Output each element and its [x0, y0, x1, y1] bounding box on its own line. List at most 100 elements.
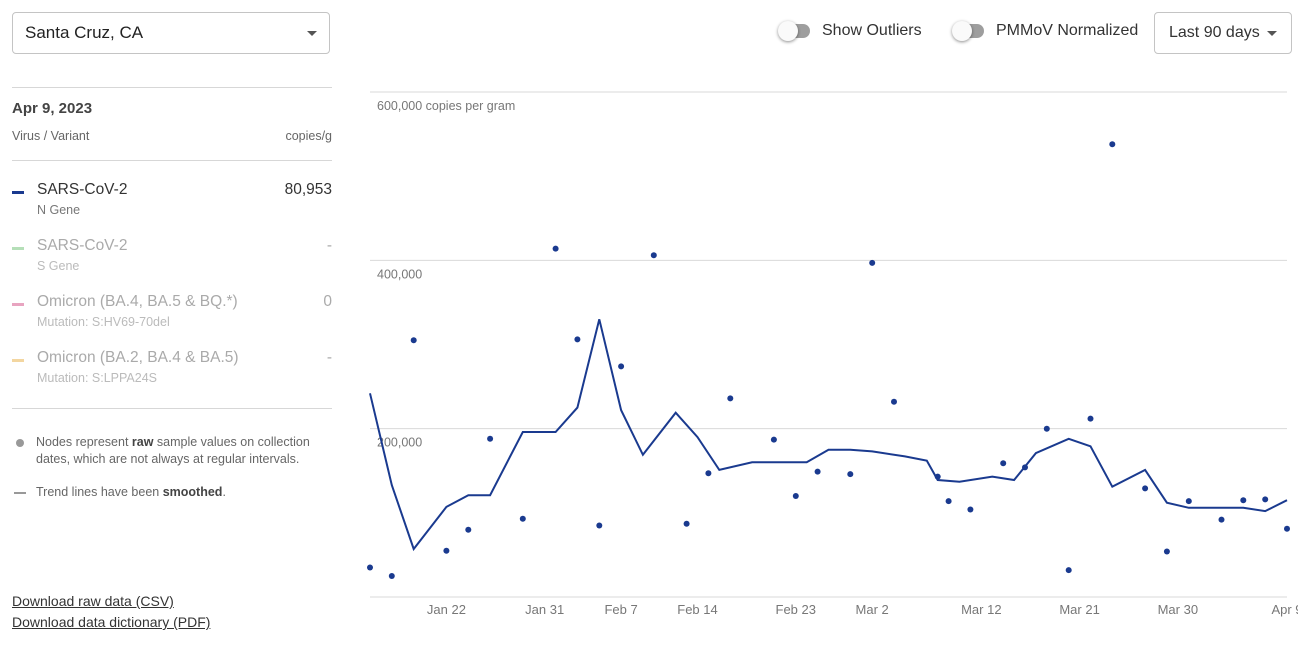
y-tick-label: 600,000 copies per gram: [377, 99, 515, 113]
data-point: [574, 336, 581, 343]
data-point: [814, 468, 821, 475]
legend: SARS-CoV-2 N Gene 80,953 SARS-CoV-2 S Ge…: [12, 161, 332, 408]
data-point: [650, 252, 657, 259]
legend-item-name: Omicron (BA.2, BA.4 & BA.5): [37, 349, 239, 366]
note-text: .: [222, 485, 226, 499]
x-tick-label: Apr 9: [1271, 602, 1298, 617]
chevron-down-icon: [307, 30, 317, 36]
legend-item-s-gene[interactable]: SARS-CoV-2 S Gene -: [12, 237, 332, 293]
data-point: [945, 498, 952, 505]
data-point: [1218, 516, 1225, 523]
data-point: [1142, 485, 1149, 492]
legend-item-value: -: [326, 349, 332, 366]
x-tick-label: Mar 30: [1158, 602, 1198, 617]
note-text: sample values on collection dates, which…: [36, 435, 310, 466]
note-bold: raw: [131, 435, 154, 449]
time-range-value: Last 90 days: [1169, 24, 1260, 41]
x-tick-label: Jan 22: [427, 602, 466, 617]
data-point: [1065, 567, 1072, 574]
divider: [12, 160, 332, 161]
data-point: [596, 522, 603, 529]
legend-item-n-gene[interactable]: SARS-CoV-2 N Gene 80,953: [12, 181, 332, 237]
legend-item-name: SARS-CoV-2: [37, 237, 128, 254]
data-point: [1163, 548, 1170, 555]
show-outliers-label: Show Outliers: [822, 22, 922, 39]
data-point: [465, 526, 472, 533]
x-tick-label: Jan 31: [525, 602, 564, 617]
x-tick-label: Feb 14: [677, 602, 717, 617]
note-text: Trend lines have been: [36, 485, 163, 499]
line-icon: [14, 492, 26, 494]
legend-swatch: [12, 247, 24, 250]
data-point: [1109, 141, 1116, 148]
x-tick-label: Feb 23: [776, 602, 816, 617]
x-tick-label: Feb 7: [604, 602, 637, 617]
legend-swatch: [12, 359, 24, 362]
legend-item-sub: Mutation: S:LPPA24S: [37, 371, 157, 385]
data-point: [934, 473, 941, 480]
x-tick-label: Mar 2: [856, 602, 889, 617]
legend-header: Virus / Variant copies/g: [12, 129, 332, 143]
note-text: Nodes represent: [36, 435, 132, 449]
data-point: [683, 520, 690, 527]
legend-item-omicron-ba4-ba5-bq[interactable]: Omicron (BA.4, BA.5 & BQ.*) Mutation: S:…: [12, 293, 332, 349]
selected-date: Apr 9, 2023: [12, 100, 93, 117]
divider: [12, 87, 332, 88]
data-point: [1087, 415, 1094, 422]
data-point: [705, 470, 712, 477]
virus-variant-header: Virus / Variant: [12, 129, 90, 143]
note-trend: Trend lines have been smoothed.: [12, 484, 332, 501]
legend-item-sub: N Gene: [37, 203, 81, 217]
data-point: [1000, 460, 1007, 467]
toggle-switch-icon[interactable]: [778, 21, 810, 41]
legend-swatch: [12, 303, 24, 306]
data-point: [770, 436, 777, 443]
legend-item-name: Omicron (BA.4, BA.5 & BQ.*): [37, 293, 238, 310]
pmmov-normalized-toggle[interactable]: PMMoV Normalized: [952, 21, 1139, 41]
trend-line: [369, 319, 1288, 552]
data-point: [792, 493, 799, 499]
download-pdf-link[interactable]: Download data dictionary (PDF): [12, 614, 211, 630]
data-point: [869, 259, 876, 266]
legend-item-sub: S Gene: [37, 259, 80, 273]
data-point: [519, 515, 526, 522]
data-point: [552, 245, 559, 252]
data-point: [1240, 497, 1247, 504]
note-nodes: Nodes represent raw sample values on col…: [12, 434, 332, 468]
dot-icon: [16, 439, 24, 447]
x-tick-label: Mar 12: [961, 602, 1001, 617]
data-point: [618, 363, 625, 370]
location-select[interactable]: Santa Cruz, CA: [12, 12, 330, 54]
legend-item-name: SARS-CoV-2: [37, 181, 128, 198]
download-csv-link[interactable]: Download raw data (CSV): [12, 593, 174, 609]
units-header: copies/g: [285, 129, 332, 143]
data-point: [1262, 496, 1269, 503]
legend-item-sub: Mutation: S:HV69-70del: [37, 315, 170, 329]
data-point: [367, 564, 373, 571]
sidebar: Apr 9, 2023 Virus / Variant copies/g SAR…: [12, 87, 332, 517]
pmmov-normalized-label: PMMoV Normalized: [996, 22, 1139, 39]
legend-item-value: 80,953: [284, 181, 332, 198]
y-tick-label: 400,000: [377, 267, 422, 281]
legend-item-omicron-ba2-ba4-ba5[interactable]: Omicron (BA.2, BA.4 & BA.5) Mutation: S:…: [12, 349, 332, 405]
data-point: [388, 573, 395, 579]
x-tick-label: Mar 21: [1059, 602, 1099, 617]
time-range-select[interactable]: Last 90 days: [1154, 12, 1292, 54]
data-point: [1284, 525, 1290, 532]
legend-item-value: 0: [323, 293, 332, 310]
data-point: [727, 395, 734, 402]
chart-notes: Nodes represent raw sample values on col…: [12, 434, 332, 501]
data-point: [443, 547, 450, 554]
toggle-switch-icon[interactable]: [952, 21, 984, 41]
note-bold: smoothed: [162, 485, 223, 499]
downloads: Download raw data (CSV) Download data di…: [12, 591, 210, 633]
data-point: [1185, 498, 1192, 505]
data-point: [410, 337, 417, 344]
show-outliers-toggle[interactable]: Show Outliers: [778, 21, 922, 41]
data-point: [487, 435, 494, 442]
data-point: [1022, 464, 1028, 471]
data-point: [967, 506, 974, 513]
location-value: Santa Cruz, CA: [25, 23, 144, 42]
legend-item-value: -: [326, 237, 332, 254]
